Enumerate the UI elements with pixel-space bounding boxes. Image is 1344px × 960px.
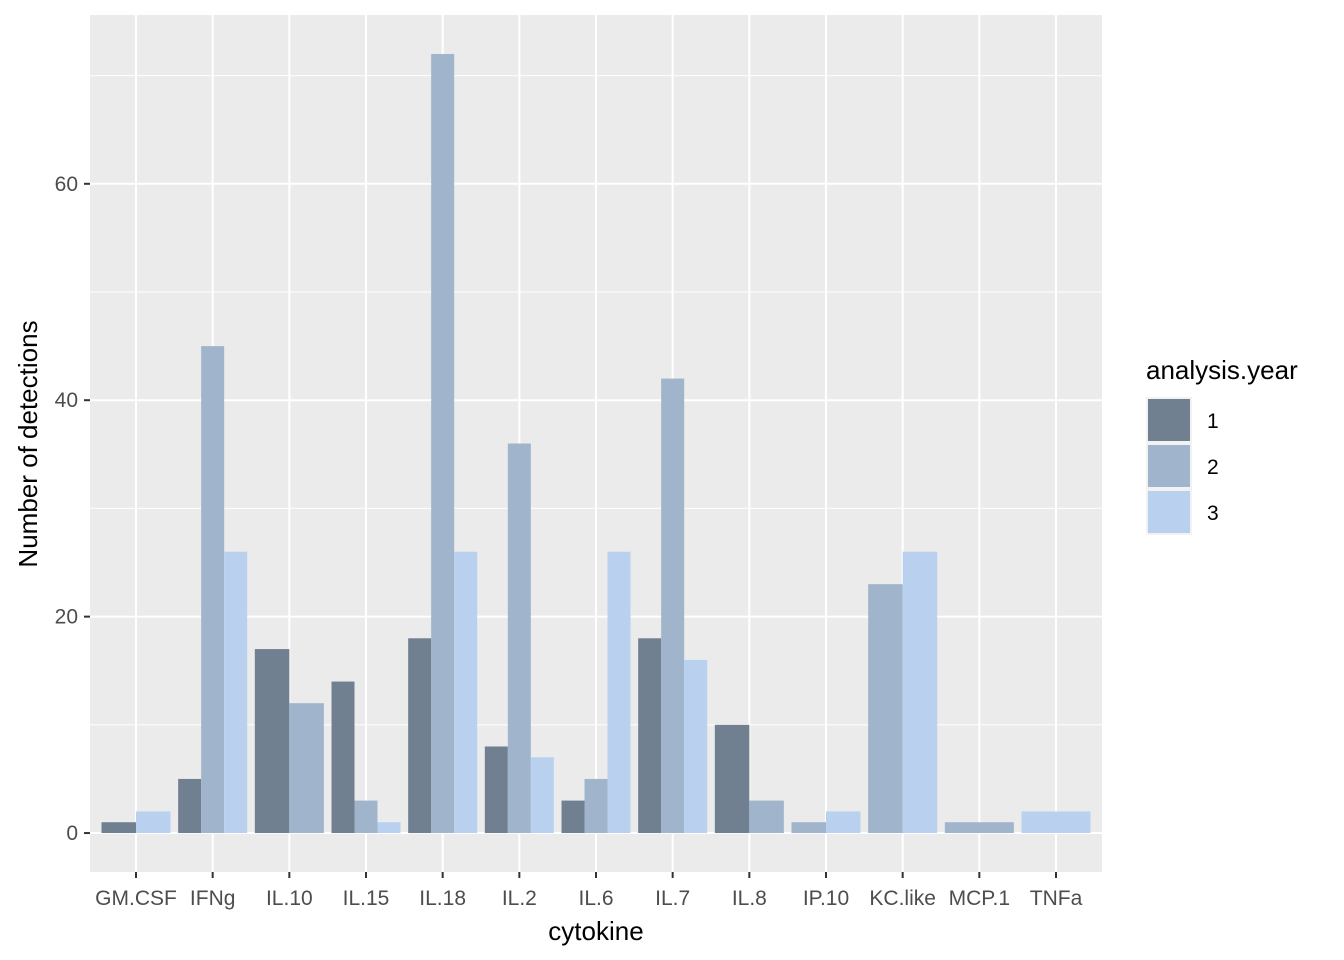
legend-title: analysis.year <box>1146 355 1298 385</box>
bar-IL.10-year-1 <box>254 649 290 834</box>
bar-IL.2-year-2 <box>507 443 531 834</box>
bar-IL.18-year-2 <box>431 53 455 834</box>
y-tick-label: 20 <box>55 606 78 629</box>
bar-IFNg-year-1 <box>178 778 202 834</box>
bar-GM.CSF-year-3 <box>136 811 171 834</box>
legend-key-swatch <box>1148 399 1190 441</box>
x-axis-title: cytokine <box>548 916 643 946</box>
x-tick-label: TNFa <box>1030 887 1083 910</box>
legend: analysis.year 1 2 3 <box>1146 355 1298 535</box>
bar-IL.2-year-3 <box>530 757 554 834</box>
bar-IL.8-year-2 <box>749 800 784 834</box>
bar-IL.15-year-2 <box>354 800 378 834</box>
y-tick-label: 40 <box>55 389 78 412</box>
bar-IP.10-year-2 <box>791 822 826 834</box>
bar-IL.7-year-1 <box>638 638 662 834</box>
x-tick-label: IL.2 <box>502 887 537 910</box>
bar-IL.18-year-3 <box>454 551 478 834</box>
bar-IL.10-year-2 <box>289 703 324 834</box>
bar-IL.6-year-2 <box>584 778 608 834</box>
y-axis: 0 20 40 60 <box>55 173 90 845</box>
x-axis: GM.CSF IFNg IL.10 IL.15 IL.18 IL.2 IL.6 IL.7 IL.… <box>95 872 1083 910</box>
x-tick-label: IL.8 <box>732 887 767 910</box>
bar-KC.like-year-2 <box>868 584 903 834</box>
legend-label: 3 <box>1207 502 1219 525</box>
x-tick-label: IL.18 <box>419 887 466 910</box>
bars <box>101 53 1091 834</box>
y-tick-label: 60 <box>55 173 78 196</box>
x-tick-label: IL.6 <box>578 887 613 910</box>
bar-IL.15-year-3 <box>377 822 401 834</box>
legend-label: 1 <box>1207 410 1219 433</box>
bar-GM.CSF-year-1 <box>101 822 136 834</box>
x-tick-label: MCP.1 <box>949 887 1010 910</box>
bar-IL.2-year-1 <box>484 746 508 834</box>
bar-MCP.1-year-2 <box>944 822 1014 834</box>
bar-IL.7-year-2 <box>661 378 685 834</box>
x-tick-label: KC.like <box>869 887 936 910</box>
bar-IFNg-year-2 <box>201 346 225 834</box>
bar-IL.18-year-1 <box>408 638 432 834</box>
y-axis-title: Number of detections <box>13 320 43 567</box>
x-tick-label: IFNg <box>190 887 236 910</box>
bar-IL.8-year-1 <box>714 724 750 834</box>
y-tick-label: 0 <box>66 822 78 845</box>
bar-KC.like-year-3 <box>902 551 938 834</box>
bar-TNFa-year-3 <box>1021 811 1091 834</box>
bar-IL.15-year-1 <box>331 681 355 834</box>
legend-key-swatch <box>1148 445 1190 487</box>
x-tick-label: IL.7 <box>655 887 690 910</box>
x-tick-label: IP.10 <box>803 887 849 910</box>
bar-IL.7-year-3 <box>684 659 708 834</box>
bar-IL.6-year-1 <box>561 800 585 834</box>
x-tick-label: IL.10 <box>266 887 313 910</box>
x-tick-label: GM.CSF <box>95 887 177 910</box>
bar-IP.10-year-3 <box>826 811 861 834</box>
x-tick-label: IL.15 <box>343 887 390 910</box>
bar-IFNg-year-3 <box>224 551 248 834</box>
bar-IL.6-year-3 <box>607 551 631 834</box>
legend-key-swatch <box>1148 491 1190 533</box>
legend-label: 2 <box>1207 456 1219 479</box>
